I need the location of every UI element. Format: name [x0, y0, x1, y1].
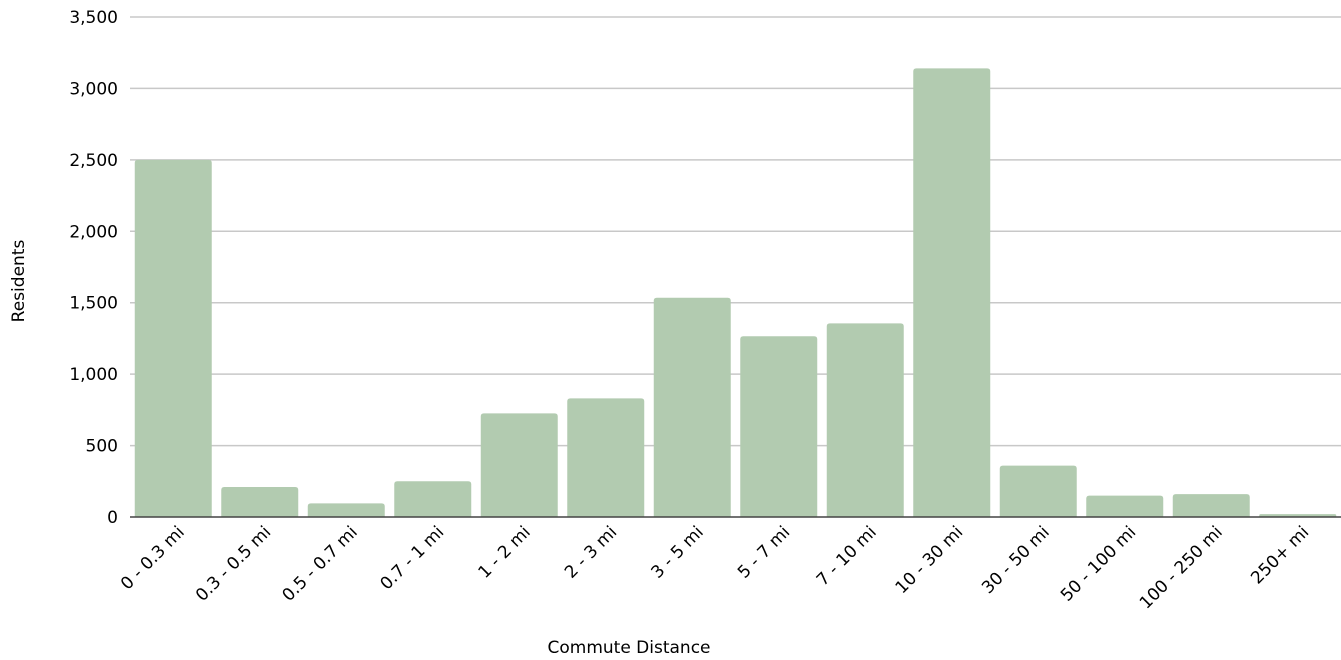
- x-tick-label: 10 - 30 mi: [892, 522, 968, 598]
- y-tick-label: 0: [107, 508, 118, 528]
- x-tick-label: 100 - 250 mi: [1136, 522, 1227, 613]
- bar: [826, 323, 904, 517]
- y-axis-title: Residents: [9, 240, 29, 323]
- x-tick-label: 50 - 100 mi: [1057, 522, 1140, 605]
- bar: [567, 398, 645, 517]
- x-tick-label: 2 - 3 mi: [561, 522, 621, 582]
- y-tick-label: 1,000: [69, 365, 118, 385]
- y-tick-label: 1,500: [69, 294, 118, 314]
- bars: [134, 68, 1337, 517]
- x-tick-label: 0.7 - 1 mi: [377, 522, 449, 594]
- bar: [394, 481, 472, 517]
- x-tick-label: 0.3 - 0.5 mi: [192, 522, 275, 605]
- x-axis-title: Commute Distance: [547, 638, 710, 658]
- gridlines: [130, 16, 1341, 447]
- y-tick-label: 500: [86, 437, 118, 457]
- bar: [740, 336, 818, 517]
- x-tick-label: 0.5 - 0.7 mi: [279, 522, 362, 605]
- x-axis-ticks: 0 - 0.3 mi 0.3 - 0.5 mi 0.5 - 0.7 mi 0.7 - …: [117, 522, 1313, 613]
- y-tick-label: 2,500: [69, 151, 118, 171]
- x-tick-label: 1 - 2 mi: [474, 522, 534, 582]
- y-tick-label: 2,000: [69, 222, 118, 242]
- x-tick-label: 3 - 5 mi: [647, 522, 707, 582]
- bar: [134, 159, 212, 517]
- x-tick-label: 0 - 0.3 mi: [117, 522, 189, 594]
- bar: [913, 68, 991, 517]
- bar: [653, 297, 731, 517]
- bar: [999, 465, 1077, 517]
- x-tick-label: 30 - 50 mi: [978, 522, 1054, 598]
- bar: [221, 487, 299, 517]
- bar: [307, 503, 385, 517]
- y-tick-label: 3,000: [69, 79, 118, 99]
- bar: [480, 413, 558, 517]
- bar: [1086, 495, 1164, 517]
- y-tick-label: 3,500: [69, 8, 118, 28]
- x-tick-label: 250+ mi: [1247, 522, 1313, 588]
- y-axis-ticks: 0 500 1,000 1,500 2,000 2,500 3,000 3,500: [69, 8, 118, 528]
- x-tick-label: 5 - 7 mi: [734, 522, 794, 582]
- x-tick-label: 7 - 10 mi: [813, 522, 881, 590]
- bar: [1172, 494, 1250, 517]
